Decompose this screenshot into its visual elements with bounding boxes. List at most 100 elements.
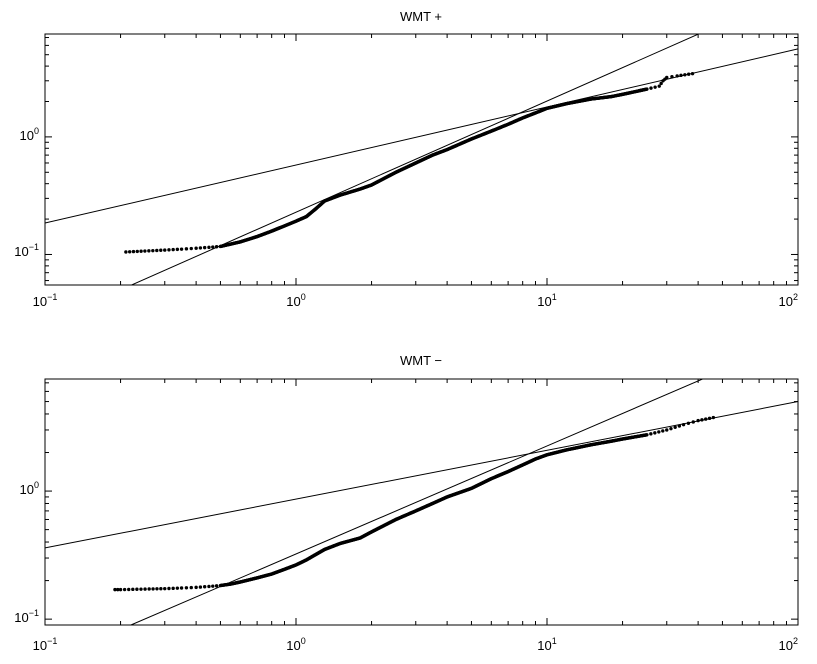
data-point [127, 587, 131, 592]
data-point [179, 247, 184, 251]
data-point [167, 586, 171, 591]
data-point [696, 418, 700, 423]
plot-frame [44, 378, 799, 626]
data-point [155, 248, 159, 253]
data-point [653, 431, 657, 435]
data-point [135, 249, 139, 254]
data-point [704, 417, 708, 421]
data-point [690, 71, 695, 76]
data-point [159, 587, 163, 591]
plot-marks [45, 34, 798, 285]
y-tick-labels: 10−1 100 [14, 126, 39, 259]
y-tick-label: 10−1 [14, 242, 39, 259]
data-point [673, 425, 677, 430]
data-point [665, 75, 669, 80]
data-point [665, 428, 669, 432]
data-point [211, 584, 215, 588]
y-tick-label: 100 [20, 480, 39, 497]
data-point [179, 586, 184, 590]
data-point [194, 585, 198, 590]
data-point [707, 416, 712, 421]
data-point [653, 85, 657, 89]
data-point [657, 84, 661, 88]
x-tick-labels: 10−1 100 101 102 [33, 636, 798, 653]
data-point [131, 249, 136, 254]
data-point [677, 424, 682, 428]
data-point [163, 248, 167, 252]
x-tick-label: 100 [286, 292, 305, 309]
data-point [175, 247, 180, 252]
fit-line [45, 401, 798, 549]
plot-frame [44, 33, 799, 286]
data-point [139, 249, 143, 253]
data-point [167, 248, 171, 252]
data-point [155, 587, 159, 591]
data-point [124, 250, 128, 254]
data-point [198, 585, 203, 589]
data-point [159, 248, 163, 252]
data-point [171, 586, 175, 591]
data-point [681, 422, 686, 427]
data-point [189, 246, 193, 251]
data-point [163, 586, 167, 591]
data-point [147, 587, 151, 591]
data-point [691, 420, 695, 424]
chart-wmt-plus: WMT + 10−1 100 101 102 10−1 100 [14, 9, 799, 309]
data-point [700, 418, 704, 422]
data-point [147, 249, 151, 253]
plot-marks [45, 379, 798, 625]
fit-line [130, 379, 704, 625]
data-point [202, 585, 207, 589]
data-point [679, 73, 683, 78]
data-point [143, 249, 147, 253]
chart-wmt-minus: WMT − 10−1 100 101 102 10−1 100 [14, 353, 799, 653]
data-point [113, 587, 117, 592]
y-tick-label: 100 [20, 126, 39, 143]
data-point [645, 433, 649, 437]
data-point [143, 587, 147, 591]
x-tick-labels: 10−1 100 101 102 [33, 292, 798, 309]
data-point [214, 584, 219, 588]
y-tick-label: 10−1 [14, 608, 39, 625]
axis-ticks [44, 34, 798, 285]
data-point [122, 587, 127, 592]
data-point [135, 587, 139, 591]
data-point [175, 586, 180, 590]
data-point [198, 246, 203, 250]
axis-ticks [44, 379, 798, 626]
data-point [657, 430, 661, 434]
y-tick-labels: 10−1 100 [14, 480, 39, 625]
fit-line [130, 34, 700, 285]
data-point [184, 586, 189, 590]
x-tick-label: 100 [286, 636, 305, 653]
data-point [151, 587, 155, 591]
data-point [184, 247, 189, 251]
data-point [116, 587, 120, 592]
data-point [649, 86, 653, 90]
data-point [683, 73, 687, 77]
x-tick-label: 102 [779, 636, 798, 653]
data-point [202, 245, 207, 250]
data-point [661, 429, 665, 433]
data-point [207, 584, 211, 589]
data-point [669, 426, 673, 431]
data-point [189, 585, 193, 590]
x-tick-label: 102 [779, 292, 798, 309]
x-tick-label: 101 [537, 636, 556, 653]
data-point [659, 81, 663, 86]
chart-title: WMT + [400, 9, 442, 24]
data-point [118, 587, 123, 592]
data-point [211, 245, 215, 249]
data-point [686, 421, 691, 426]
data-point [649, 432, 653, 436]
data-point [127, 250, 132, 254]
data-point [675, 74, 679, 78]
x-tick-label: 10−1 [33, 636, 58, 653]
data-point [670, 75, 674, 79]
data-point [139, 587, 143, 591]
x-tick-label: 101 [537, 292, 556, 309]
chart-title: WMT − [400, 353, 442, 368]
data-point [131, 587, 135, 592]
data-point [645, 87, 649, 91]
